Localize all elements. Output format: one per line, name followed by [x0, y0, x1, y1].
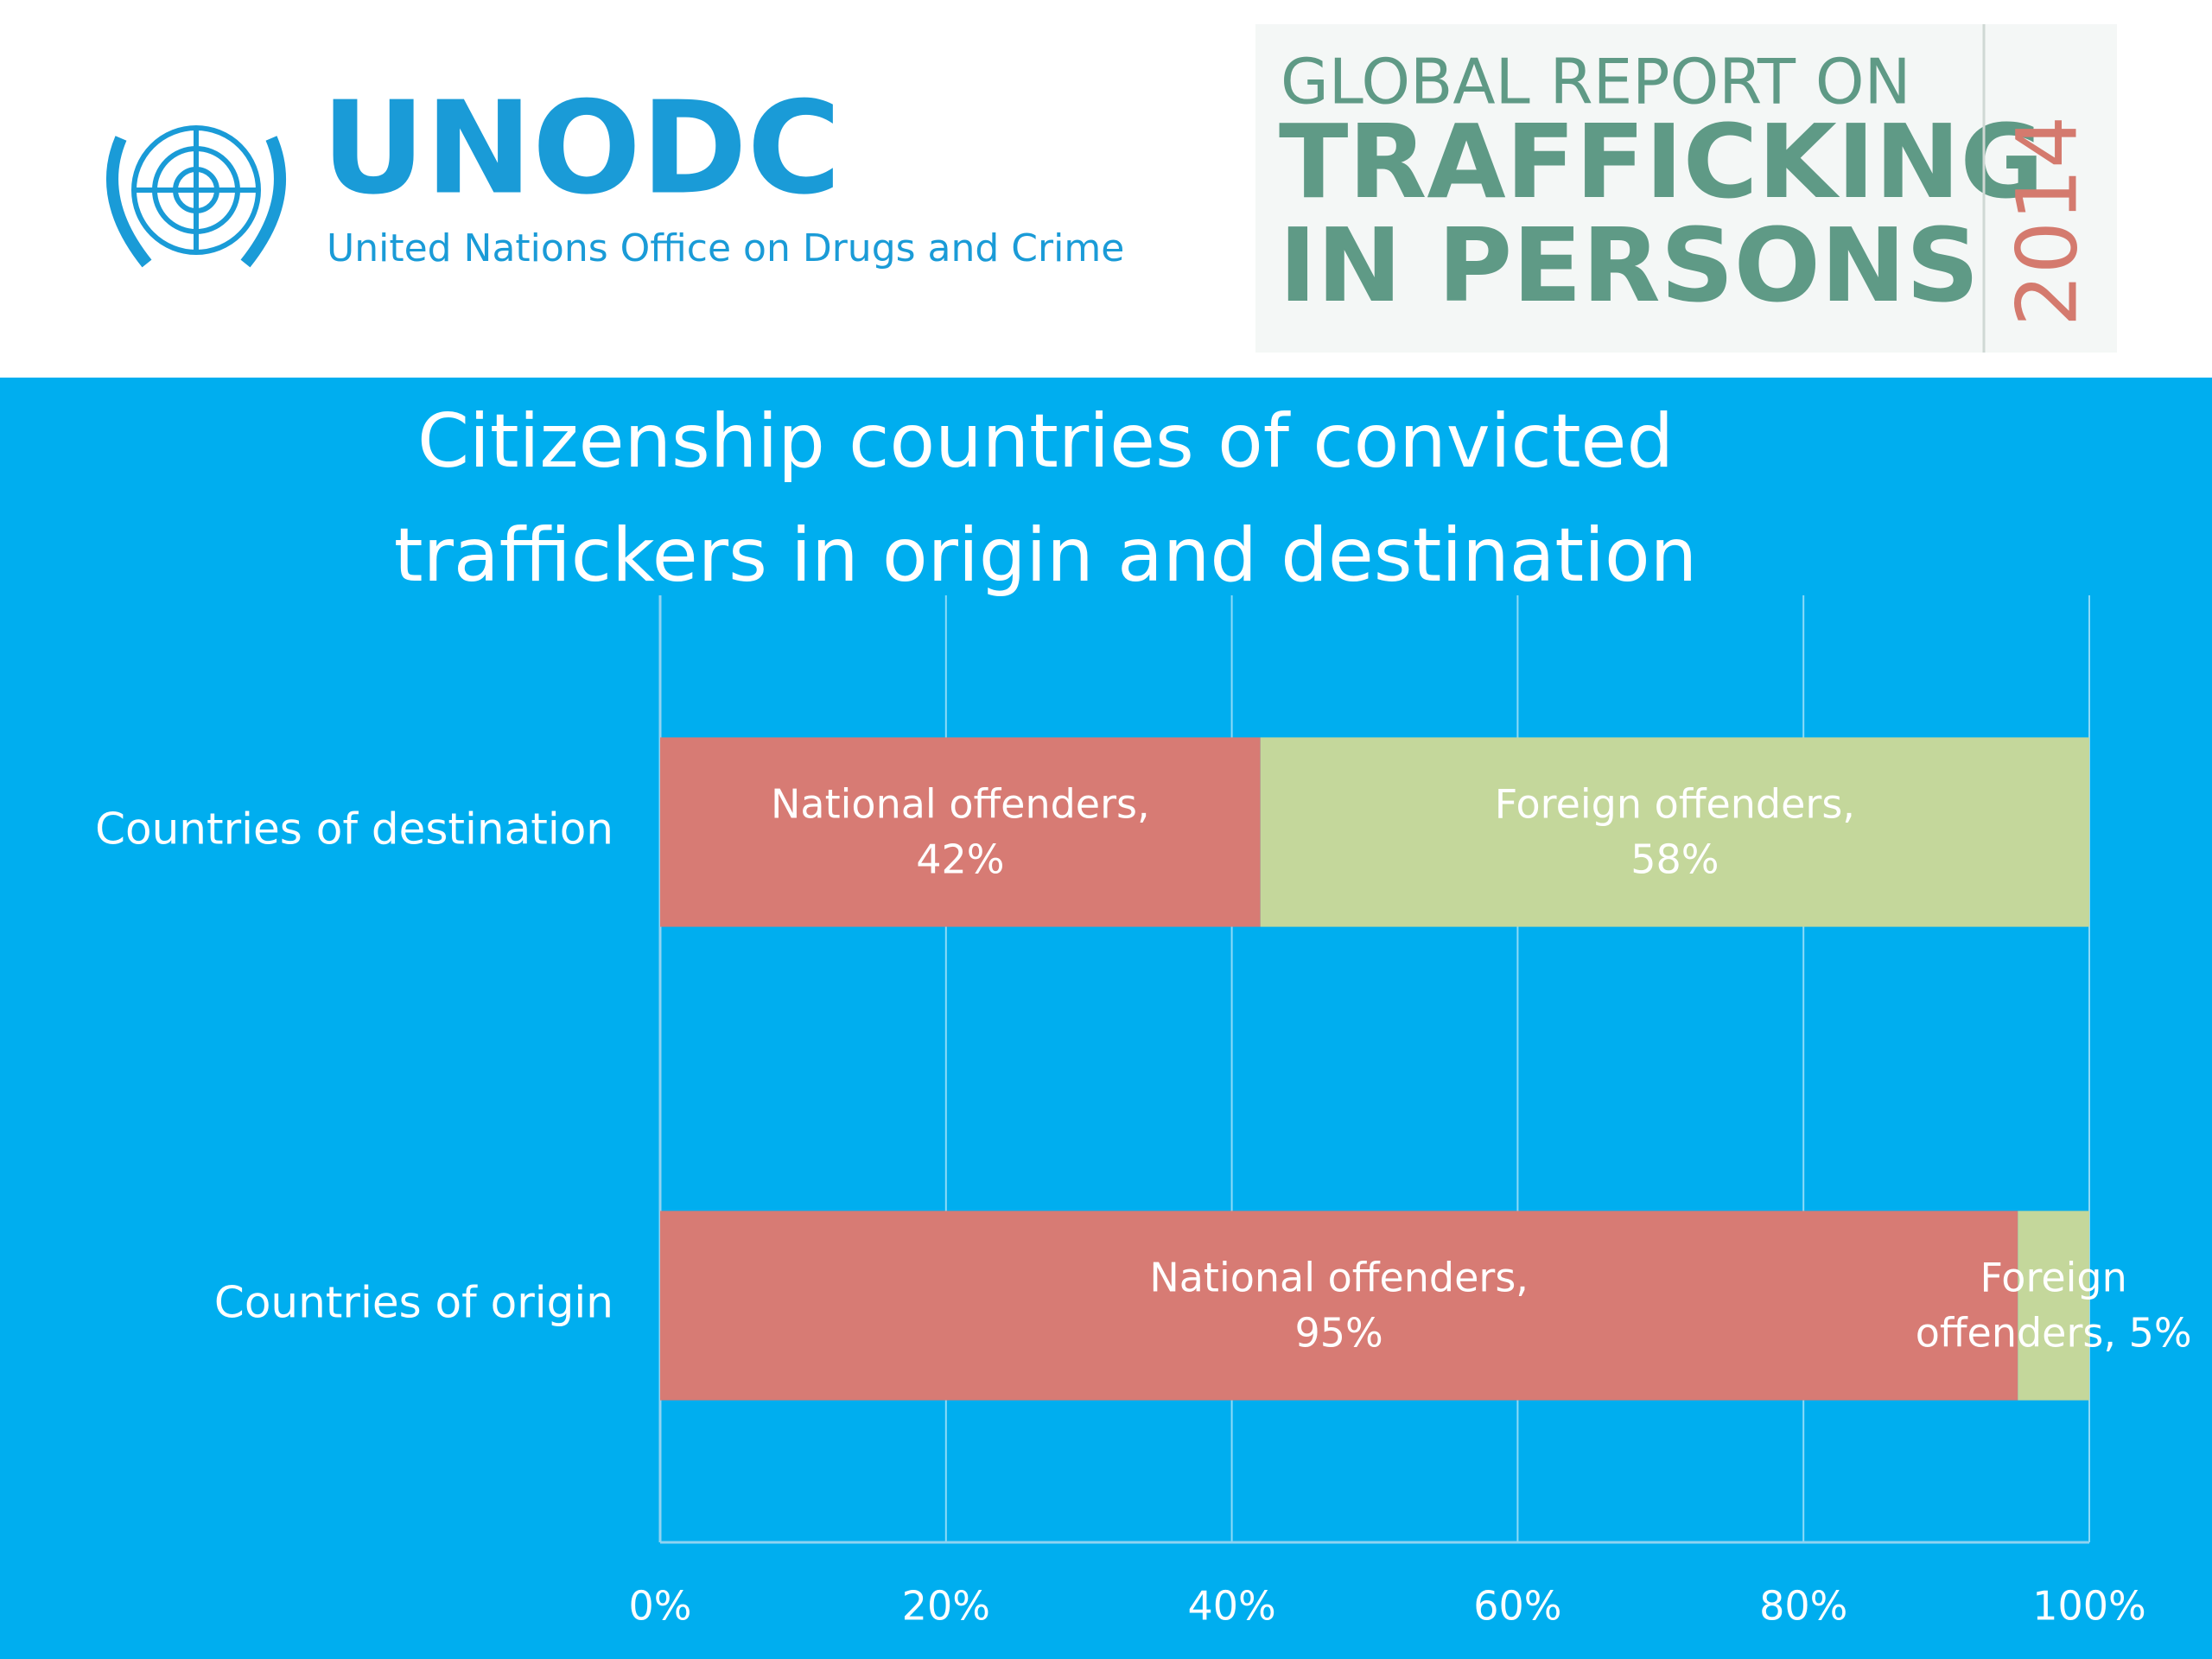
un-emblem — [106, 125, 286, 268]
chart-title: Citizenship countries of convicted traff… — [393, 398, 1698, 599]
report-line: TRAFFICKING — [1279, 102, 2044, 221]
x-tick-label: 60% — [1473, 1583, 1561, 1630]
x-tick-label: 80% — [1759, 1583, 1847, 1630]
y-tick-label: Countries of destination — [95, 804, 613, 855]
data-label: Foreign offenders, 58% — [1494, 780, 1855, 883]
x-tick-label: 20% — [902, 1583, 990, 1630]
bar-segment — [1260, 737, 2089, 927]
report-year: 2014 — [1999, 116, 2095, 327]
y-tick-label: Countries of origin — [214, 1278, 613, 1328]
data-label: National offenders, 42% — [771, 780, 1150, 883]
x-tick-label: 100% — [2032, 1583, 2146, 1630]
org-full-name: United Nations Office on Drugs and Crime — [327, 226, 1124, 270]
org-name: UNODC — [321, 74, 841, 223]
bar-segment — [660, 1211, 2018, 1401]
x-tick-label: 40% — [1187, 1583, 1275, 1630]
bar-segment — [660, 737, 1261, 927]
report-line: IN PERSONS — [1279, 206, 1980, 325]
report-logo-bg — [1255, 24, 2117, 353]
x-tick-label: 0% — [629, 1583, 692, 1630]
data-label: National offenders, 95% — [1149, 1254, 1529, 1357]
bar-segment — [2018, 1211, 2089, 1401]
data-label: Foreign offenders, 5% — [1915, 1254, 2192, 1357]
report-line: GLOBAL REPORT ON — [1281, 46, 1910, 118]
